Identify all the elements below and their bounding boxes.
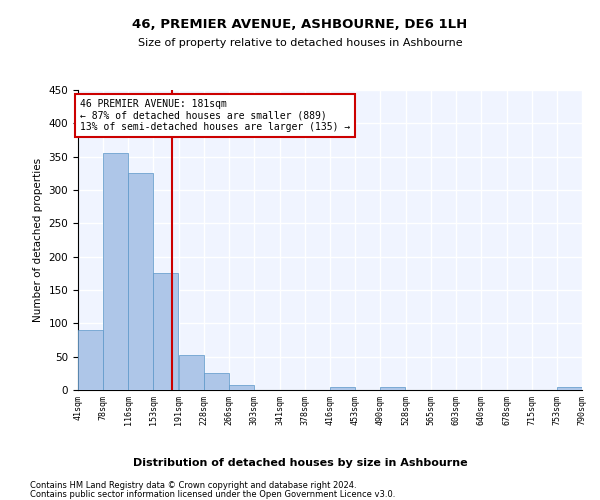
Y-axis label: Number of detached properties: Number of detached properties <box>33 158 43 322</box>
Text: Contains HM Land Registry data © Crown copyright and database right 2024.: Contains HM Land Registry data © Crown c… <box>30 481 356 490</box>
Bar <box>331 386 355 390</box>
Text: Size of property relative to detached houses in Ashbourne: Size of property relative to detached ho… <box>137 38 463 48</box>
Bar <box>128 174 154 390</box>
Bar <box>557 388 582 390</box>
Text: Distribution of detached houses by size in Ashbourne: Distribution of detached houses by size … <box>133 458 467 468</box>
Bar <box>78 330 103 390</box>
Bar <box>380 388 405 390</box>
Bar <box>229 384 254 390</box>
Bar <box>103 154 128 390</box>
Text: Contains public sector information licensed under the Open Government Licence v3: Contains public sector information licen… <box>30 490 395 499</box>
Bar <box>179 356 204 390</box>
Bar <box>154 274 178 390</box>
Text: 46 PREMIER AVENUE: 181sqm
← 87% of detached houses are smaller (889)
13% of semi: 46 PREMIER AVENUE: 181sqm ← 87% of detac… <box>80 98 350 132</box>
Bar <box>204 374 229 390</box>
Text: 46, PREMIER AVENUE, ASHBOURNE, DE6 1LH: 46, PREMIER AVENUE, ASHBOURNE, DE6 1LH <box>133 18 467 30</box>
